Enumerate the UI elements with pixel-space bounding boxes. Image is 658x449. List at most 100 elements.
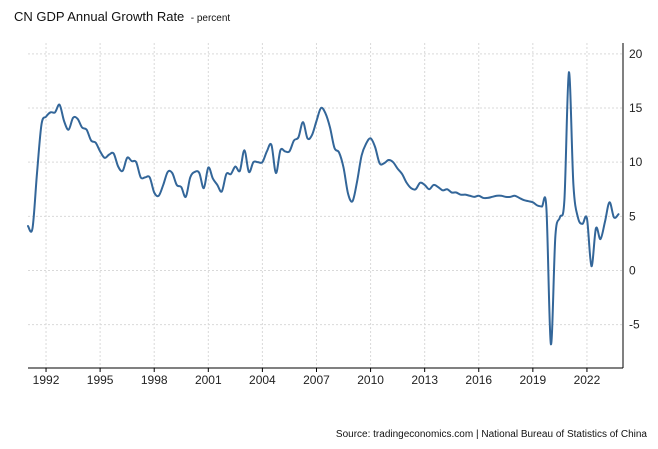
data-point	[387, 159, 390, 162]
data-point	[36, 172, 39, 175]
data-point	[211, 177, 214, 180]
data-point	[270, 143, 273, 146]
data-point	[108, 153, 111, 156]
data-point	[459, 193, 462, 196]
data-point	[351, 200, 354, 203]
data-point	[54, 111, 57, 114]
data-point	[437, 186, 440, 189]
chart-title-row: CN GDP Annual Growth Rate - percent	[14, 8, 230, 26]
x-tick-label: 1995	[87, 373, 114, 387]
data-point	[130, 160, 133, 163]
data-point	[144, 176, 147, 179]
data-point	[369, 137, 372, 140]
data-point	[383, 162, 386, 165]
data-point	[72, 116, 75, 119]
chart-subtitle: - percent	[190, 13, 231, 24]
data-point	[292, 139, 295, 142]
data-point	[536, 204, 539, 207]
data-point	[112, 152, 115, 155]
data-point	[166, 170, 169, 173]
data-point	[482, 196, 485, 199]
data-point	[612, 216, 615, 219]
data-point	[617, 213, 620, 216]
data-point	[392, 161, 395, 164]
data-point	[441, 189, 444, 192]
data-point	[45, 115, 48, 118]
data-point	[405, 181, 408, 184]
data-point	[594, 227, 597, 230]
data-point	[193, 170, 196, 173]
data-point	[509, 195, 512, 198]
data-point	[576, 216, 579, 219]
series-line-0	[27, 71, 620, 346]
data-point	[306, 137, 309, 140]
data-point	[229, 173, 232, 176]
data-point	[279, 149, 282, 152]
data-point	[554, 234, 557, 237]
data-point	[103, 156, 106, 159]
data-point	[500, 194, 503, 197]
data-point	[67, 128, 70, 131]
y-tick-label: 20	[629, 47, 643, 61]
x-tick-label: 1992	[33, 373, 60, 387]
data-point	[545, 206, 548, 209]
data-point	[40, 123, 43, 126]
x-tick-label: 2010	[357, 373, 384, 387]
data-point	[603, 220, 606, 223]
data-point	[410, 187, 413, 190]
data-point	[76, 117, 79, 120]
data-point	[261, 161, 264, 164]
data-point	[148, 176, 151, 179]
data-point	[180, 186, 183, 189]
data-point	[333, 147, 336, 150]
data-point	[288, 150, 291, 153]
data-point	[581, 222, 584, 225]
data-point	[473, 195, 476, 198]
data-point	[360, 154, 363, 157]
y-tick-label: 15	[629, 101, 643, 115]
data-point	[81, 126, 84, 129]
data-point	[455, 191, 458, 194]
data-point	[184, 195, 187, 198]
data-point	[189, 176, 192, 179]
x-tick-label: 1998	[141, 373, 168, 387]
data-point	[90, 139, 93, 142]
chart-title: CN GDP Annual Growth Rate	[14, 9, 185, 24]
data-point	[401, 173, 404, 176]
data-point	[446, 188, 449, 191]
data-point	[365, 142, 368, 145]
data-point	[301, 121, 304, 124]
data-point	[121, 169, 124, 172]
data-point	[522, 199, 525, 202]
data-point	[491, 195, 494, 198]
data-point	[378, 162, 381, 165]
data-point	[414, 188, 417, 191]
data-point	[99, 150, 102, 153]
data-point	[527, 200, 530, 203]
data-point	[283, 150, 286, 153]
data-point	[347, 192, 350, 195]
data-point	[153, 191, 156, 194]
data-point	[31, 227, 34, 230]
data-point	[432, 183, 435, 186]
data-point	[58, 103, 61, 106]
data-point	[315, 120, 318, 123]
chart-source: Source: tradingeconomics.com | National …	[335, 429, 647, 440]
data-point	[518, 196, 521, 199]
data-point	[247, 170, 250, 173]
data-point	[220, 190, 223, 193]
data-point	[175, 183, 178, 186]
data-point	[572, 183, 575, 186]
data-point	[540, 205, 543, 208]
data-point	[356, 180, 359, 183]
data-point	[94, 141, 97, 144]
x-tick-label: 2013	[411, 373, 438, 387]
data-point	[49, 111, 52, 114]
axes: -5 0 5 10 15 20 1992 1995 1998 2001 2004 2007 2010 20…	[28, 43, 643, 387]
data-point	[126, 156, 129, 159]
x-tick-label: 2004	[249, 373, 276, 387]
data-point	[202, 187, 205, 190]
data-point	[234, 165, 237, 168]
data-point	[585, 217, 588, 220]
data-point	[157, 194, 160, 197]
